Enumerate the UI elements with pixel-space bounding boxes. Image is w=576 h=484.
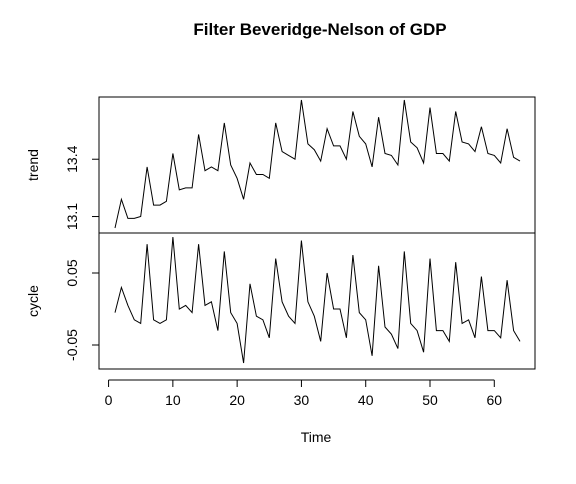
cycle-y-tick-label: -0.05 (64, 329, 80, 361)
x-tick-label: 40 (358, 392, 374, 408)
x-tick-label: 50 (422, 392, 438, 408)
cycle-series-line (114, 236, 521, 364)
x-tick-label: 20 (229, 392, 245, 408)
x-tick-label: 10 (165, 392, 181, 408)
chart-title: Filter Beveridge-Nelson of GDP (193, 20, 446, 39)
trend-series-line (114, 99, 521, 229)
x-axis: 0 10 20 30 40 50 60 (105, 379, 502, 408)
x-tick-label: 60 (486, 392, 502, 408)
trend-panel: trend 13.1 13.4 (25, 96, 536, 234)
trend-y-tick-label: 13.4 (64, 145, 80, 172)
trend-y-axis-label: trend (25, 149, 41, 181)
x-tick-label: 30 (294, 392, 310, 408)
cycle-y-axis: -0.05 0.05 (64, 259, 99, 361)
cycle-panel: cycle -0.05 0.05 (25, 232, 536, 370)
cycle-panel-frame (98, 232, 536, 370)
x-tick-label: 0 (105, 392, 113, 408)
trend-panel-frame (98, 96, 536, 234)
trend-y-tick-label: 13.1 (64, 203, 80, 230)
cycle-y-tick-label: 0.05 (64, 259, 80, 286)
x-axis-label: Time (301, 429, 332, 445)
trend-y-axis: 13.1 13.4 (64, 145, 99, 230)
cycle-y-axis-label: cycle (25, 285, 41, 317)
